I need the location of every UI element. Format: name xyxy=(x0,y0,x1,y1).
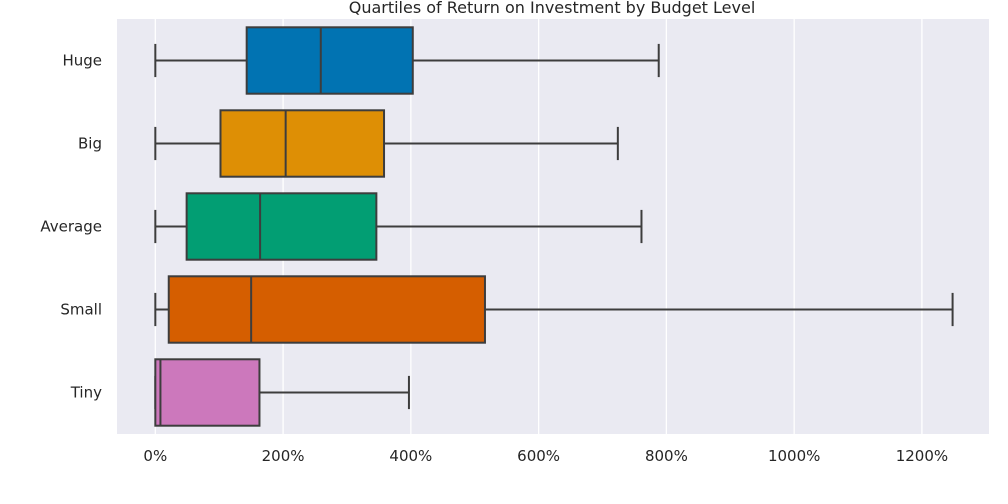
chart-title: Quartiles of Return on Investment by Bud… xyxy=(349,0,756,17)
x-tick-label: 400% xyxy=(389,447,432,465)
box-tiny xyxy=(154,358,410,427)
box-small xyxy=(154,275,954,344)
iqr-box xyxy=(185,192,378,261)
iqr-box xyxy=(219,109,386,178)
box-huge xyxy=(154,26,660,95)
iqr-box xyxy=(154,358,261,427)
y-tick-label: Small xyxy=(60,301,102,319)
x-tick-label: 200% xyxy=(262,447,305,465)
y-tick-labels: Huge Big Average Small Tiny xyxy=(40,52,102,402)
iqr-box xyxy=(167,275,486,344)
box-average xyxy=(154,192,643,261)
y-tick-label: Big xyxy=(78,135,102,153)
x-tick-label: 600% xyxy=(517,447,560,465)
y-tick-label: Huge xyxy=(62,52,102,70)
y-tick-label: Tiny xyxy=(70,384,102,402)
box-big xyxy=(154,109,619,178)
x-tick-labels: 0% 200% 400% 600% 800% 1000% 1200% xyxy=(143,447,948,465)
x-tick-label: 800% xyxy=(645,447,688,465)
x-tick-label: 1000% xyxy=(768,447,820,465)
x-tick-label: 1200% xyxy=(896,447,948,465)
x-tick-label: 0% xyxy=(143,447,167,465)
iqr-box xyxy=(245,26,414,95)
boxes xyxy=(154,26,954,427)
y-tick-label: Average xyxy=(40,218,102,236)
